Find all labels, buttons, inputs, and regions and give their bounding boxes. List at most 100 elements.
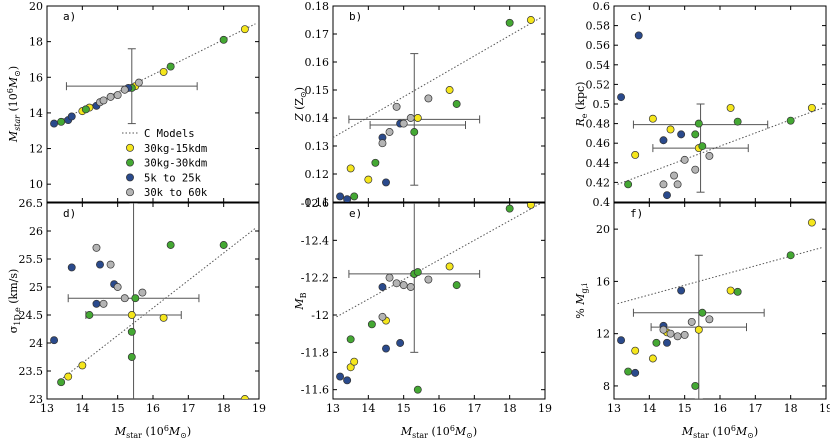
y-tick-label: 0.11 [305, 196, 330, 209]
point-30k-to-60k [705, 151, 714, 160]
y-tick-label: 0.42 [586, 176, 611, 189]
point-30kg-30kdm [166, 241, 175, 249]
point-30kg-30kdm [57, 378, 66, 387]
point-30kg-15kdm [445, 262, 454, 271]
point-5k-to-25k [336, 372, 345, 381]
x-tick-label: 14 [361, 402, 375, 415]
point-30k-to-60k [378, 139, 387, 148]
point-5k-to-25k [50, 336, 59, 345]
point-30k-to-60k [705, 315, 714, 324]
panel-label: c) [630, 10, 643, 23]
point-5k-to-25k [92, 299, 101, 308]
y-tick-label: 16 [596, 275, 610, 288]
y-tick-label: 0.13 [305, 140, 330, 153]
point-30k-to-60k [120, 85, 129, 94]
point-30kg-30kdm [452, 281, 461, 290]
y-tick-label: 0.18 [305, 0, 330, 13]
point-30kg-30kdm [127, 327, 136, 336]
point-30k-to-60k [687, 317, 696, 326]
point-30kg-30kdm [786, 116, 795, 125]
panel-label: a) [63, 10, 76, 23]
x-tick-label: 14 [642, 402, 656, 415]
legend-label: 30kg-30kdm [144, 158, 207, 170]
x-tick-label: 16 [146, 402, 160, 415]
y-tick-label: -12.6 [301, 197, 329, 210]
data-points [50, 203, 249, 399]
point-30k-to-60k [113, 91, 122, 100]
y-tick-label: 0.16 [305, 56, 330, 69]
legend-marker [126, 188, 134, 197]
x-tick-label: 17 [181, 402, 195, 415]
point-30kg-30kdm [413, 268, 422, 277]
point-30k-to-60k [113, 283, 122, 291]
y-tick-label: -11.8 [301, 346, 329, 359]
legend-marker [126, 158, 134, 167]
point-30kg-30kdm [698, 142, 707, 151]
point-30k-to-60k [392, 279, 401, 288]
x-tick-label: 18 [217, 402, 231, 415]
point-30kg-30kdm [367, 320, 376, 329]
y-tick-label: 0.6 [593, 0, 611, 13]
point-30kg-30kdm [57, 117, 66, 126]
y-tick-label: 23 [29, 393, 43, 406]
panel-label: e) [349, 207, 362, 220]
legend-label: 30kg-15kdm [144, 143, 207, 155]
x-axis-label: Mstar (106M⊙) [114, 424, 191, 440]
point-30k-to-60k [399, 281, 408, 290]
point-30k-to-60k [120, 294, 129, 303]
y-axis-label: Mstar (106M⊙) [6, 66, 22, 143]
y-tick-label: 16 [29, 71, 43, 84]
x-axis-label: Mstar (106M⊙) [400, 424, 477, 440]
point-5k-to-25k [382, 178, 390, 187]
point-30kg-30kdm [85, 311, 94, 319]
y-tick-label: 24.5 [19, 309, 44, 322]
point-30k-to-60k [659, 325, 668, 334]
point-30kg-15kdm [526, 203, 535, 209]
point-30kg-30kdm [505, 204, 514, 213]
y-tick-label: 20 [29, 0, 43, 13]
point-30kg-30kdm [624, 180, 633, 189]
point-30k-to-60k [691, 165, 700, 174]
data-points [336, 203, 535, 394]
point-30kg-15kdm [346, 164, 355, 173]
point-30kg-15kdm [526, 16, 535, 24]
point-30kg-30kdm [452, 100, 461, 108]
point-30k-to-60k [99, 299, 108, 308]
panel-label: f) [630, 207, 643, 220]
data-points [617, 218, 816, 399]
y-tick-label: 0.48 [586, 118, 611, 131]
point-5k-to-25k [336, 192, 345, 201]
point-30kg-30kdm [624, 367, 633, 376]
point-30kg-15kdm [726, 103, 735, 112]
y-tick-label: 10 [29, 178, 43, 191]
point-30kg-15kdm [648, 114, 657, 123]
y-tick-label: 8 [603, 380, 610, 393]
point-30kg-30kdm [698, 308, 707, 317]
point-5k-to-25k [677, 286, 686, 295]
point-30k-to-60k [385, 128, 394, 136]
panel-b: 0.11 0.12 0.13 0.14 0.15 0.16 0.17 0.18 b) Z (Z⊙) [293, 0, 546, 209]
data-points [617, 31, 816, 200]
legend: C Models 30kg-15kdm 30kg-30kdm 5k to 25k 30k… [122, 128, 208, 199]
panel-label: b) [349, 10, 362, 23]
point-30kg-15kdm [726, 286, 735, 295]
point-5k-to-25k [396, 339, 405, 347]
y-tick-label: 12 [596, 328, 610, 341]
plot-frame [613, 5, 827, 203]
point-30k-to-60k [673, 180, 682, 189]
point-5k-to-25k [378, 283, 387, 291]
point-30kg-15kdm [807, 103, 816, 112]
plot-frame [46, 202, 260, 400]
point-30kg-30kdm [691, 130, 700, 139]
point-30kg-15kdm [350, 357, 359, 366]
point-5k-to-25k [67, 263, 76, 272]
point-30kg-15kdm [631, 151, 640, 159]
point-30kg-15kdm [445, 86, 454, 94]
y-tick-label: -12 [311, 309, 329, 322]
y-tick-label: -11.6 [301, 384, 329, 397]
point-5k-to-25k [663, 191, 671, 200]
x-axis-label: Mstar (106M⊙) [681, 424, 758, 440]
y-tick-label: 0.4 [593, 196, 611, 209]
panel-a: 10 12 14 16 18 20 a) Mstar (106M⊙) [6, 0, 260, 203]
point-30k-to-60k [385, 273, 394, 282]
